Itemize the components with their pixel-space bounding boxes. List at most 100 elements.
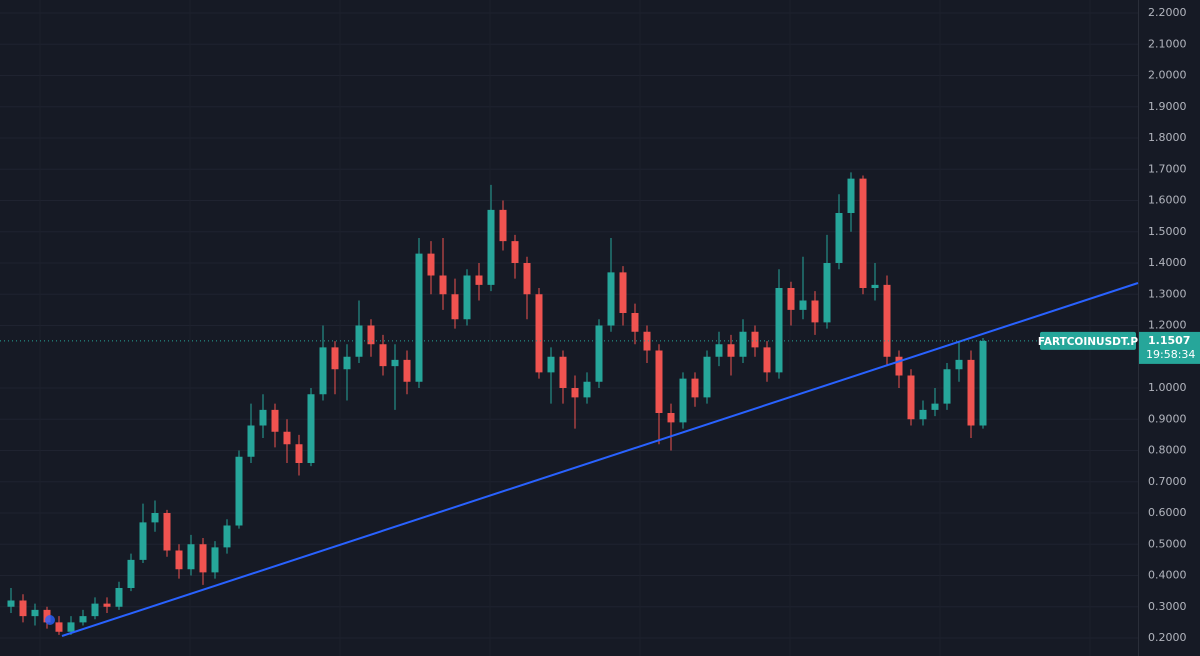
y-tick-label: 0.6000 [1148,506,1187,519]
candle-body [583,381,591,398]
candle-body [547,356,555,373]
y-tick-label: 0.2000 [1148,631,1187,644]
candle-body [7,600,15,607]
candle-body [151,513,159,523]
y-tick-label: 1.2000 [1148,319,1187,332]
candle-body [427,253,435,276]
candle-body [811,300,819,323]
candle-body [211,547,219,573]
candle-body [883,284,891,357]
candle-body [487,209,495,285]
candle-body [439,275,447,295]
candle-body [943,369,951,404]
trendline-anchor [45,615,55,625]
candle-body [139,522,147,560]
candle-body [619,272,627,313]
candle-body [847,178,855,213]
candle-body [91,603,99,617]
candle-body [679,378,687,423]
candle-body [895,356,903,376]
candle-body [187,544,195,570]
y-tick-label: 2.1000 [1148,37,1187,50]
candle-body [103,603,111,607]
candle-body [79,616,87,623]
candle-body [931,403,939,410]
candle-body [607,272,615,326]
candle-body [259,409,267,426]
candle-body [703,356,711,398]
candle-body [475,275,483,285]
candle-body [367,325,375,345]
candle-body [667,413,675,423]
y-tick-label: 2.2000 [1148,6,1187,19]
y-tick-label: 1.5000 [1148,225,1187,238]
candle-body [403,359,411,382]
candle-body [535,294,543,373]
trendline [61,282,1139,637]
candle-body [643,331,651,351]
candle-body [871,284,879,288]
y-tick-label: 2.0000 [1148,69,1187,82]
candle-body [451,294,459,320]
symbol-label-box [1040,331,1136,350]
candle-body [571,388,579,398]
candle-body [823,263,831,323]
candle-body [727,344,735,357]
y-tick-label: 1.9000 [1148,100,1187,113]
last-price-label: 1.1507 [1148,334,1190,347]
candle-body [967,359,975,426]
countdown-label: 19:58:34 [1146,348,1195,361]
candle-body [175,550,183,570]
y-tick-label: 1.7000 [1148,162,1187,175]
y-tick-label: 0.5000 [1148,537,1187,550]
y-tick-label: 1.4000 [1148,256,1187,269]
candle-body [355,325,363,357]
candle-body [127,559,135,588]
y-tick-label: 0.4000 [1148,569,1187,582]
candle-body [271,409,279,432]
y-tick-label: 1.8000 [1148,131,1187,144]
candle-body [787,288,795,310]
candle-body [343,356,351,370]
candle-body [739,331,747,357]
y-tick-label: 1.3000 [1148,287,1187,300]
candle-body [295,444,303,463]
candle-body [715,344,723,357]
candle-body [979,340,987,426]
candle-body [55,622,63,632]
y-tick-label: 0.7000 [1148,475,1187,488]
candle-body [247,425,255,457]
candle-body [559,356,567,388]
candle-body [19,600,27,617]
candle-body [67,622,75,632]
candle-body [523,263,531,295]
candle-body [655,350,663,413]
candle-body [691,378,699,398]
candle-body [775,288,783,373]
candle-body [859,178,867,288]
y-tick-label: 0.8000 [1148,444,1187,457]
y-tick-label: 0.9000 [1148,412,1187,425]
candle-body [499,209,507,242]
candle-body [631,313,639,332]
candle-body [199,544,207,573]
candle-body [799,300,807,310]
candle-body [223,525,231,548]
candle-body [511,241,519,263]
candle-body [595,325,603,382]
candle-body [919,409,927,420]
candle-body [751,331,759,348]
candle-body [955,359,963,370]
candle-body [163,513,171,551]
y-tick-label: 0.3000 [1148,600,1187,613]
candle-body [415,253,423,382]
candle-body [31,609,39,617]
candle-body [391,359,399,367]
candle-body [331,347,339,370]
candle-body [235,456,243,526]
candle-body [307,394,315,463]
y-tick-label: 1.6000 [1148,194,1187,207]
candle-body [907,375,915,420]
price-label-box [1139,331,1200,364]
